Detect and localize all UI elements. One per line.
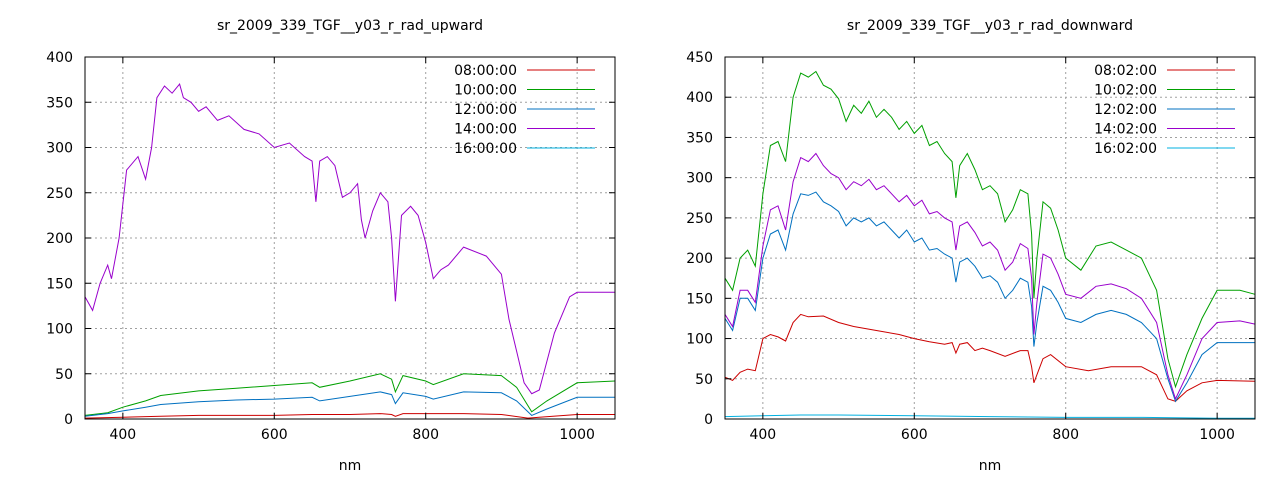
x-tick-label: 800	[412, 427, 439, 443]
y-tick-label: 150	[46, 276, 73, 292]
series-line	[724, 152, 1256, 401]
y-tick-label: 350	[46, 95, 73, 111]
y-tick-label: 300	[46, 141, 73, 157]
x-axis-label: nm	[979, 458, 1002, 474]
y-tick-label: 300	[686, 171, 713, 187]
series-line	[724, 191, 1255, 403]
legend-label: 08:02:00	[1094, 63, 1157, 79]
x-tick-label: 1000	[1199, 427, 1235, 443]
legend-label: 16:02:00	[1094, 141, 1157, 157]
legend-label: 16:00:00	[454, 141, 517, 157]
legend-label: 14:00:00	[454, 122, 517, 138]
x-tick-label: 400	[109, 427, 136, 443]
x-tick-label: 600	[901, 427, 928, 443]
y-tick-label: 0	[704, 412, 713, 428]
series-line	[84, 413, 615, 419]
series-line	[84, 391, 615, 417]
series-line	[724, 313, 1256, 402]
y-tick-label: 250	[686, 211, 713, 227]
legend-label: 14:02:00	[1094, 122, 1157, 138]
y-tick-label: 400	[686, 90, 713, 106]
y-tick-label: 50	[55, 367, 73, 383]
y-tick-label: 100	[46, 322, 73, 338]
y-tick-label: 200	[686, 251, 713, 267]
series-line	[84, 373, 616, 416]
x-tick-label: 1000	[559, 427, 595, 443]
x-tick-label: 400	[749, 427, 776, 443]
y-tick-label: 250	[46, 186, 73, 202]
x-tick-label: 600	[261, 427, 288, 443]
series-line	[84, 83, 615, 395]
chart-1: sr_2009_339_TGF__y03_r_rad_upward 400 600 8…	[46, 18, 616, 474]
y-tick-label: 450	[686, 50, 713, 66]
legend-label: 12:02:00	[1094, 102, 1157, 118]
y-tick-label: 0	[64, 412, 73, 428]
y-tick-label: 200	[46, 231, 73, 247]
y-tick-label: 50	[695, 372, 713, 388]
legend-label: 10:00:00	[454, 83, 517, 99]
y-tick-label: 100	[686, 332, 713, 348]
legend-label: 08:00:00	[454, 63, 517, 79]
x-tick-label: 800	[1052, 427, 1079, 443]
chart-title: sr_2009_339_TGF__y03_r_rad_upward	[217, 18, 483, 34]
series-line	[724, 414, 1255, 419]
chart-title: sr_2009_339_TGF__y03_r_rad_downward	[847, 18, 1133, 34]
legend-label: 12:00:00	[454, 102, 517, 118]
chart-2: sr_2009_339_TGF__y03_r_rad_downward 400 60…	[686, 18, 1256, 474]
plot-frame	[724, 56, 1256, 420]
series-line	[724, 70, 1256, 389]
x-axis-label: nm	[339, 458, 362, 474]
y-tick-label: 150	[686, 291, 713, 307]
y-tick-label: 400	[46, 50, 73, 66]
legend-label: 10:02:00	[1094, 83, 1157, 99]
y-tick-label: 350	[686, 130, 713, 146]
